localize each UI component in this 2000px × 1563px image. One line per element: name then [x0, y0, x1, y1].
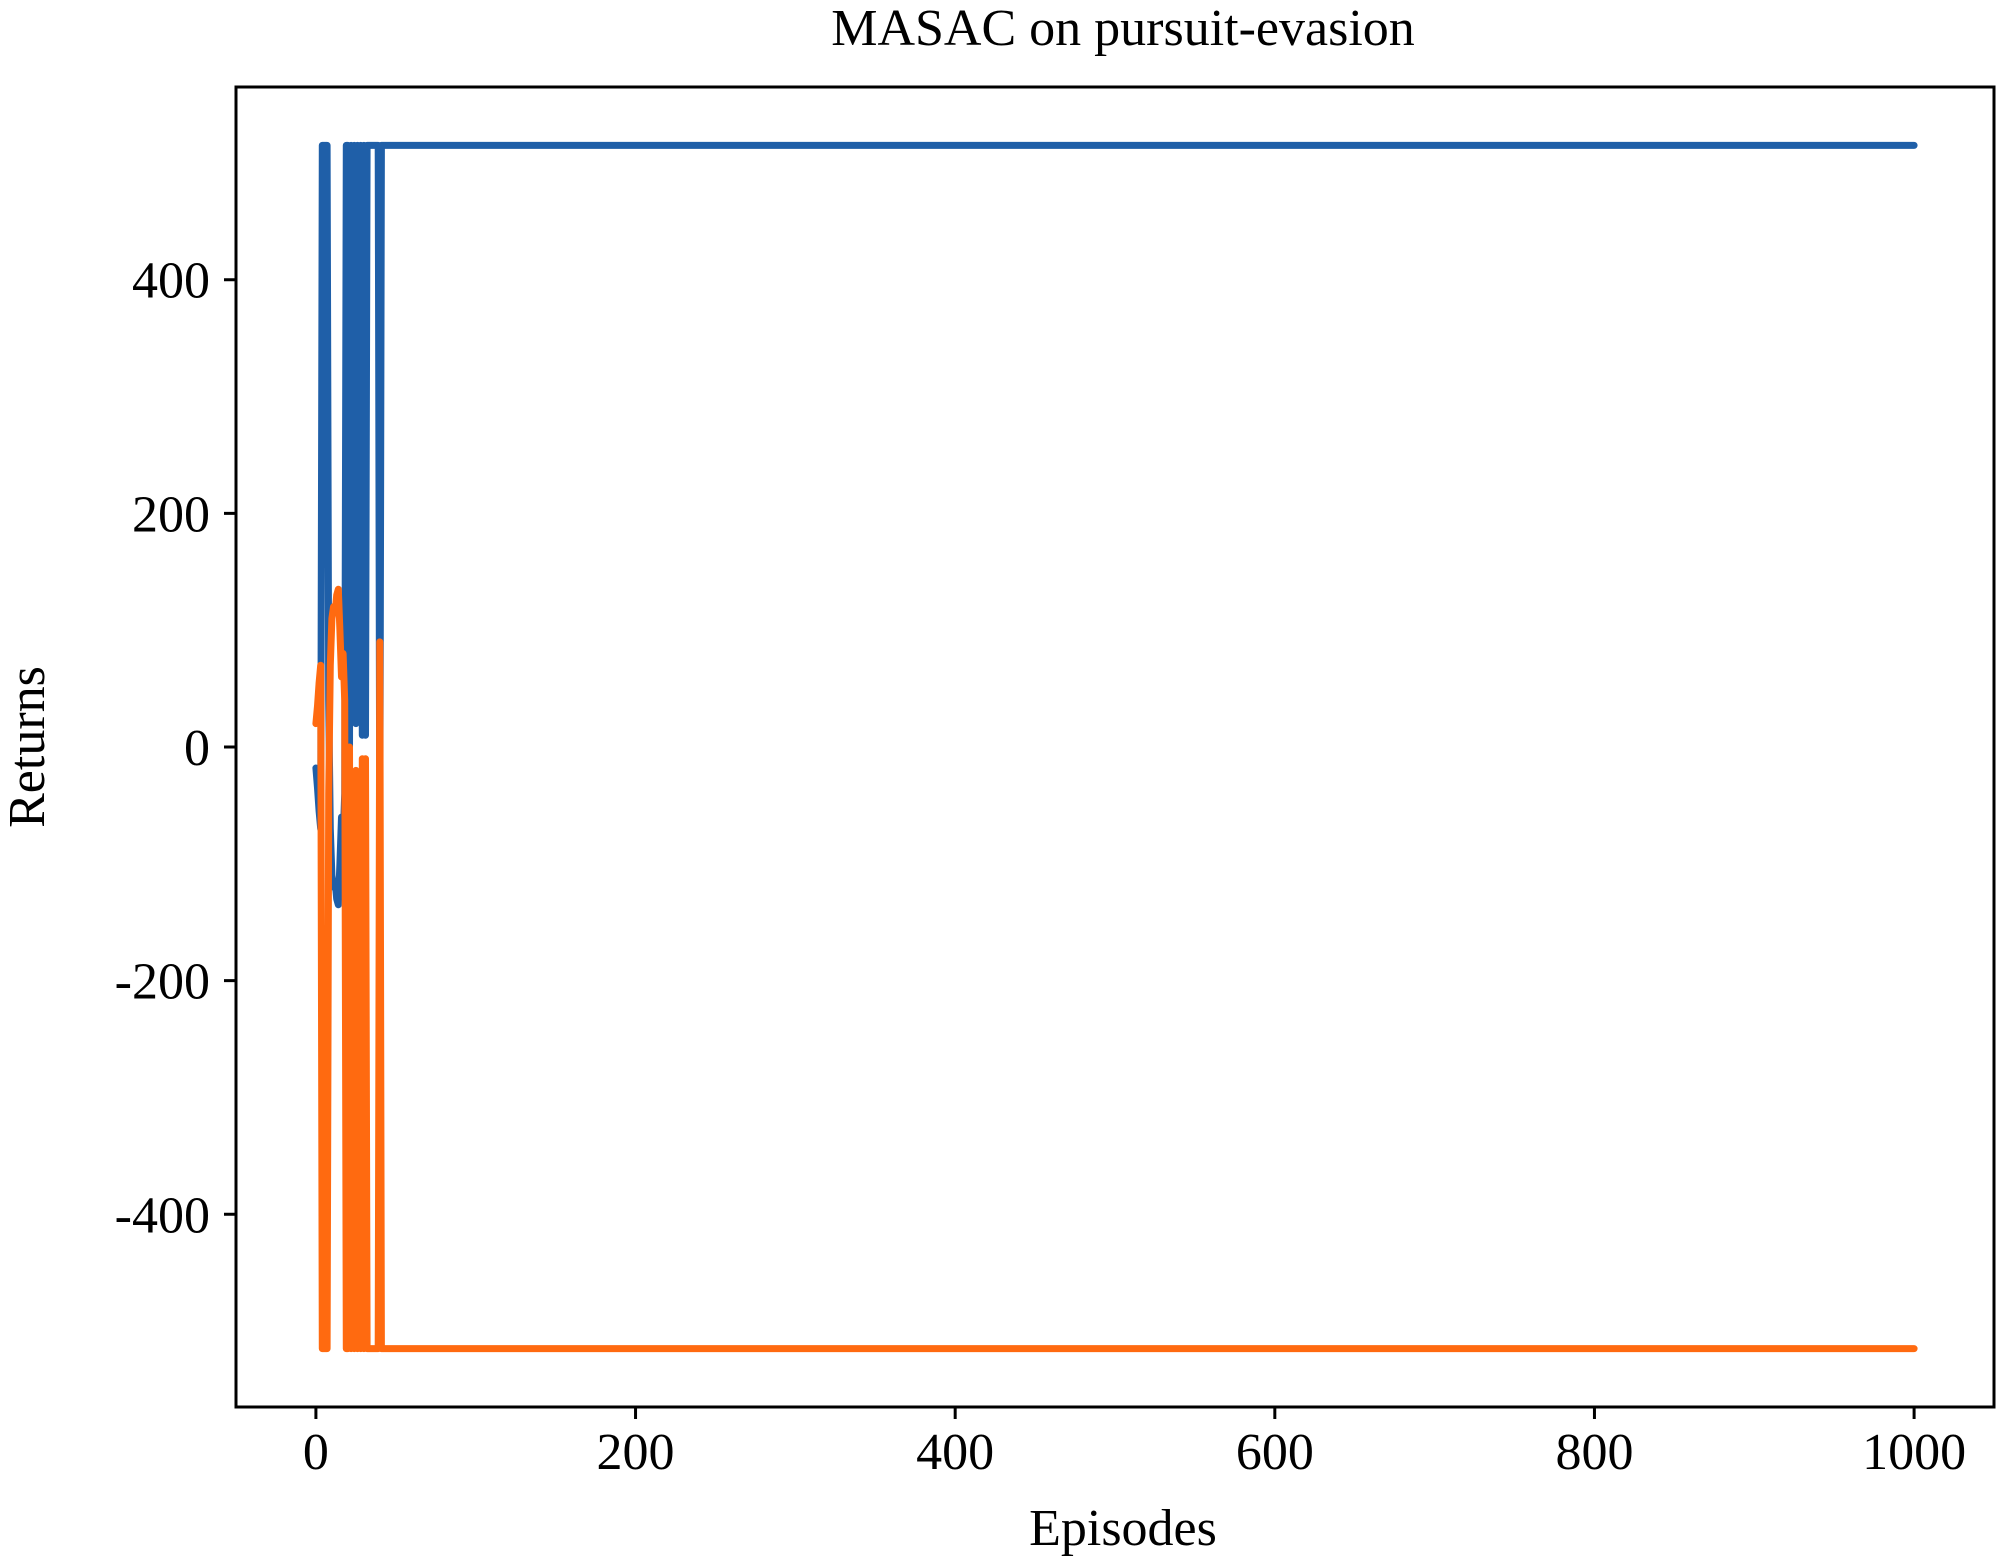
series-line-2	[312, 585, 1918, 1353]
x-axis-label: Episodes	[1029, 1500, 1217, 1557]
x-tick-label: 200	[597, 1424, 675, 1481]
y-tick-label: 200	[132, 486, 210, 543]
series-line-1	[312, 141, 1918, 909]
y-tick-label: -200	[115, 954, 210, 1011]
chart-title: MASAC on pursuit-evasion	[831, 0, 1415, 57]
y-axis-label: Returns	[0, 666, 56, 828]
series-layer	[312, 141, 1918, 1353]
x-tick-label: 600	[1236, 1424, 1314, 1481]
ticks-layer: 0 200 400 600 800 1000 -400 -200 0 200 400	[115, 253, 1966, 1481]
y-tick-label: -400	[115, 1187, 210, 1244]
y-tick-label: 0	[184, 720, 210, 777]
plot-frame	[234, 85, 1996, 1409]
x-tick-label: 400	[916, 1424, 994, 1481]
y-tick-label: 400	[132, 253, 210, 310]
x-tick-label: 1000	[1862, 1424, 1966, 1481]
x-tick-label: 800	[1555, 1424, 1633, 1481]
x-tick-label: 0	[303, 1424, 329, 1481]
